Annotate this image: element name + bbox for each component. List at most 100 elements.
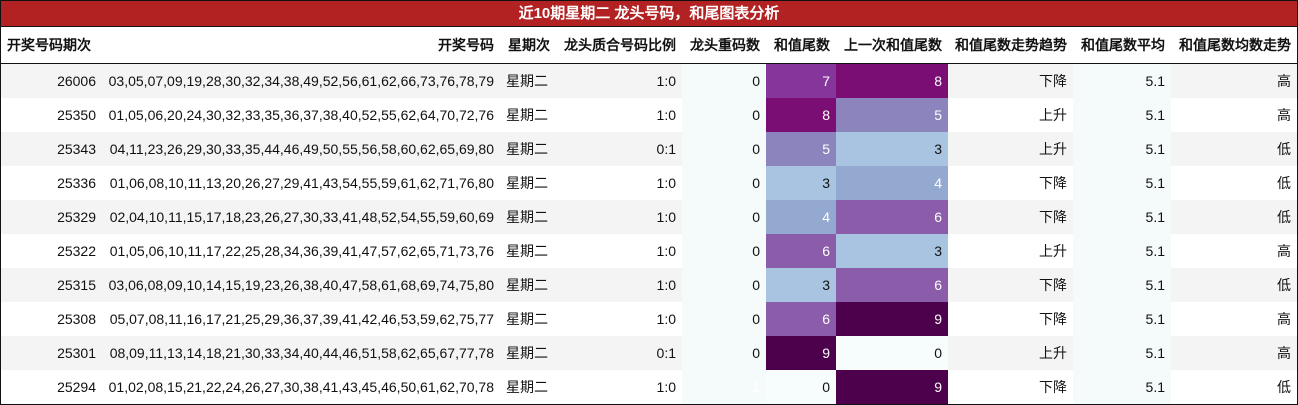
cell-avg-trend: 低 [1171, 268, 1297, 302]
header-weekday[interactable]: 星期次 [500, 27, 556, 64]
cell-tail: 9 [766, 336, 836, 370]
cell-period: 25336 [1, 166, 102, 200]
cell-prev-tail: 4 [836, 166, 948, 200]
header-ratio[interactable]: 龙头质合号码比例 [556, 27, 682, 64]
cell-avg: 5.1 [1073, 166, 1171, 200]
cell-weekday: 星期二 [500, 132, 556, 166]
table-body: 26006 03,05,07,09,19,28,30,32,34,38,49,52… [1, 63, 1297, 404]
cell-prev-tail: 5 [836, 98, 948, 132]
cell-tail: 3 [766, 268, 836, 302]
header-row: 开奖号码期次 开奖号码 星期次 龙头质合号码比例 龙头重码数 和值尾数 上一次和… [1, 27, 1297, 64]
cell-repeat: 0 [682, 234, 766, 268]
cell-numbers: 04,11,23,26,29,30,33,35,44,46,49,50,55,5… [102, 132, 500, 166]
cell-ratio: 1:0 [556, 63, 682, 98]
header-prev-tail[interactable]: 上一次和值尾数 [836, 27, 948, 64]
cell-tail: 5 [766, 132, 836, 166]
cell-trend: 下降 [948, 200, 1073, 234]
header-tail[interactable]: 和值尾数 [766, 27, 836, 64]
cell-trend: 下降 [948, 63, 1073, 98]
cell-period: 26006 [1, 63, 102, 98]
cell-trend: 下降 [948, 268, 1073, 302]
cell-avg-trend: 高 [1171, 302, 1297, 336]
cell-ratio: 1:0 [556, 98, 682, 132]
cell-ratio: 1:0 [556, 370, 682, 404]
cell-ratio: 1:0 [556, 234, 682, 268]
cell-avg: 5.1 [1073, 268, 1171, 302]
cell-avg-trend: 高 [1171, 98, 1297, 132]
cell-repeat: 0 [682, 166, 766, 200]
cell-ratio: 1:0 [556, 166, 682, 200]
table-title: 近10期星期二 龙头号码，和尾图表分析 [1, 1, 1297, 27]
table-row[interactable]: 25301 08,09,11,13,14,18,21,30,33,34,40,44… [1, 336, 1297, 370]
table-row[interactable]: 25315 03,06,08,09,10,14,15,19,23,26,38,40… [1, 268, 1297, 302]
cell-weekday: 星期二 [500, 200, 556, 234]
cell-avg-trend: 低 [1171, 200, 1297, 234]
cell-avg-trend: 低 [1171, 132, 1297, 166]
cell-period: 25301 [1, 336, 102, 370]
cell-trend: 上升 [948, 98, 1073, 132]
cell-prev-tail: 0 [836, 336, 948, 370]
cell-trend: 上升 [948, 234, 1073, 268]
cell-tail: 3 [766, 166, 836, 200]
cell-prev-tail: 8 [836, 63, 948, 98]
cell-period: 25322 [1, 234, 102, 268]
cell-period: 25308 [1, 302, 102, 336]
cell-repeat: 1 [682, 370, 766, 404]
cell-repeat: 0 [682, 336, 766, 370]
table-row[interactable]: 26006 03,05,07,09,19,28,30,32,34,38,49,52… [1, 63, 1297, 98]
cell-weekday: 星期二 [500, 166, 556, 200]
cell-weekday: 星期二 [500, 98, 556, 132]
cell-avg-trend: 低 [1171, 370, 1297, 404]
cell-period: 25350 [1, 98, 102, 132]
cell-trend: 上升 [948, 132, 1073, 166]
table-row[interactable]: 25322 01,05,06,10,11,17,22,25,28,34,36,39… [1, 234, 1297, 268]
header-avg-trend[interactable]: 和值尾数均数走势 [1171, 27, 1297, 64]
table-row[interactable]: 25329 02,04,10,11,15,17,18,23,26,27,30,33… [1, 200, 1297, 234]
cell-tail: 8 [766, 98, 836, 132]
cell-avg: 5.1 [1073, 234, 1171, 268]
header-numbers[interactable]: 开奖号码 [102, 27, 500, 64]
table-row[interactable]: 25350 01,05,06,20,24,30,32,33,35,36,37,38… [1, 98, 1297, 132]
cell-tail: 6 [766, 234, 836, 268]
cell-tail: 6 [766, 302, 836, 336]
cell-weekday: 星期二 [500, 370, 556, 404]
cell-weekday: 星期二 [500, 302, 556, 336]
header-avg[interactable]: 和值尾数平均 [1073, 27, 1171, 64]
cell-avg: 5.1 [1073, 370, 1171, 404]
cell-repeat: 0 [682, 98, 766, 132]
cell-numbers: 01,05,06,10,11,17,22,25,28,34,36,39,41,4… [102, 234, 500, 268]
cell-avg: 5.1 [1073, 336, 1171, 370]
cell-trend: 下降 [948, 302, 1073, 336]
cell-avg-trend: 低 [1171, 166, 1297, 200]
cell-trend: 上升 [948, 336, 1073, 370]
table-row[interactable]: 25308 05,07,08,11,16,17,21,25,29,36,37,39… [1, 302, 1297, 336]
table-row[interactable]: 25294 01,02,08,15,21,22,24,26,27,30,38,41… [1, 370, 1297, 404]
cell-prev-tail: 9 [836, 302, 948, 336]
cell-avg: 5.1 [1073, 302, 1171, 336]
cell-trend: 下降 [948, 166, 1073, 200]
cell-trend: 下降 [948, 370, 1073, 404]
cell-avg-trend: 高 [1171, 63, 1297, 98]
header-trend[interactable]: 和值尾数走势趋势 [948, 27, 1073, 64]
cell-avg: 5.1 [1073, 200, 1171, 234]
cell-weekday: 星期二 [500, 336, 556, 370]
cell-avg-trend: 高 [1171, 234, 1297, 268]
header-period[interactable]: 开奖号码期次 [1, 27, 102, 64]
table-row[interactable]: 25336 01,06,08,10,11,13,20,26,27,29,41,43… [1, 166, 1297, 200]
cell-prev-tail: 6 [836, 268, 948, 302]
cell-avg: 5.1 [1073, 63, 1171, 98]
cell-repeat: 0 [682, 268, 766, 302]
cell-prev-tail: 9 [836, 370, 948, 404]
cell-ratio: 1:0 [556, 268, 682, 302]
cell-numbers: 01,06,08,10,11,13,20,26,27,29,41,43,54,5… [102, 166, 500, 200]
header-repeat[interactable]: 龙头重码数 [682, 27, 766, 64]
cell-weekday: 星期二 [500, 268, 556, 302]
cell-numbers: 03,06,08,09,10,14,15,19,23,26,38,40,47,5… [102, 268, 500, 302]
cell-weekday: 星期二 [500, 234, 556, 268]
analysis-table: 开奖号码期次 开奖号码 星期次 龙头质合号码比例 龙头重码数 和值尾数 上一次和… [1, 27, 1297, 404]
table-row[interactable]: 25343 04,11,23,26,29,30,33,35,44,46,49,50… [1, 132, 1297, 166]
cell-ratio: 1:0 [556, 302, 682, 336]
cell-ratio: 0:1 [556, 336, 682, 370]
cell-avg: 5.1 [1073, 132, 1171, 166]
